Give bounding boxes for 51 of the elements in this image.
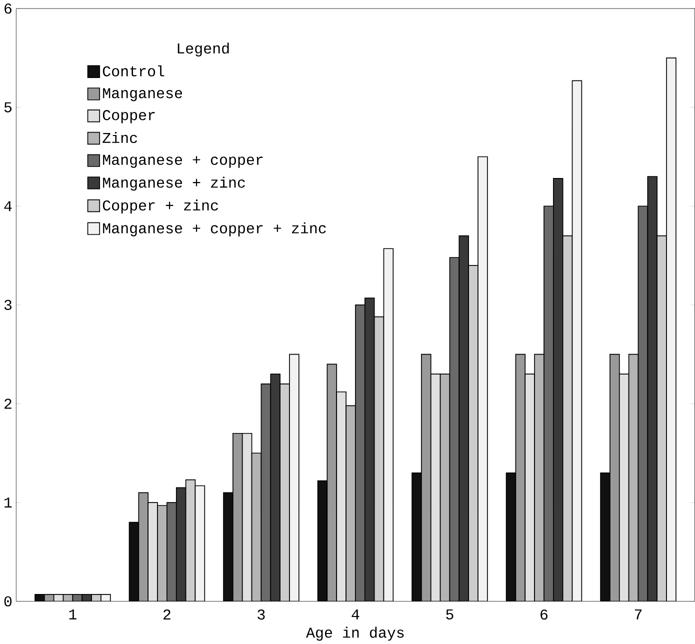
legend-label: Manganese + zinc — [103, 176, 245, 191]
bar — [412, 472, 422, 602]
bar — [242, 432, 252, 602]
bar — [638, 206, 648, 602]
x-axis-title: Age in days — [306, 626, 404, 641]
bar — [430, 374, 441, 602]
bar — [317, 480, 328, 602]
legend-label: Manganese — [103, 88, 182, 102]
x-tick-label: 5 — [446, 609, 454, 620]
x-tick-label: 7 — [634, 609, 642, 620]
bar — [128, 522, 140, 602]
legend-label: Control — [102, 65, 164, 76]
y-tick-label: 3 — [4, 300, 12, 310]
bar — [421, 354, 432, 602]
bar — [628, 354, 639, 602]
legend-title: Legend — [178, 42, 229, 56]
bar — [534, 354, 544, 602]
legend-label: Copper + zinc — [102, 199, 218, 214]
bar — [600, 472, 610, 602]
bar — [355, 304, 366, 602]
y-tick-label: 1 — [4, 498, 12, 508]
bar — [524, 374, 535, 602]
y-tick-label: 4 — [4, 201, 12, 211]
bar — [610, 354, 620, 602]
bar — [138, 492, 149, 602]
bar — [260, 383, 272, 602]
x-tick-label: 1 — [69, 609, 76, 620]
y-tick-label: 6 — [4, 3, 12, 14]
legend-label: Zinc — [102, 132, 137, 143]
bar — [223, 492, 234, 602]
bar — [506, 472, 516, 602]
bar — [326, 364, 338, 602]
bar — [440, 374, 450, 602]
bar — [346, 405, 356, 602]
x-tick-label: 2 — [164, 609, 170, 620]
bar — [251, 452, 262, 602]
bar — [544, 206, 554, 602]
x-tick-label: 6 — [540, 609, 548, 620]
x-tick-label: 4 — [352, 609, 360, 620]
bar — [232, 432, 243, 602]
bar — [618, 374, 630, 602]
x-tick-label: 3 — [258, 609, 265, 620]
legend-label: Manganese + copper — [103, 154, 263, 168]
legend-label: Manganese + copper + zinc — [103, 222, 326, 236]
legend-label: Copper — [102, 110, 155, 124]
bar — [515, 354, 526, 602]
y-tick-label: 5 — [4, 102, 12, 112]
bar — [336, 391, 346, 602]
y-tick-label: 0 — [4, 596, 12, 606]
bar — [449, 257, 460, 602]
y-tick-label: 2 — [4, 398, 12, 409]
